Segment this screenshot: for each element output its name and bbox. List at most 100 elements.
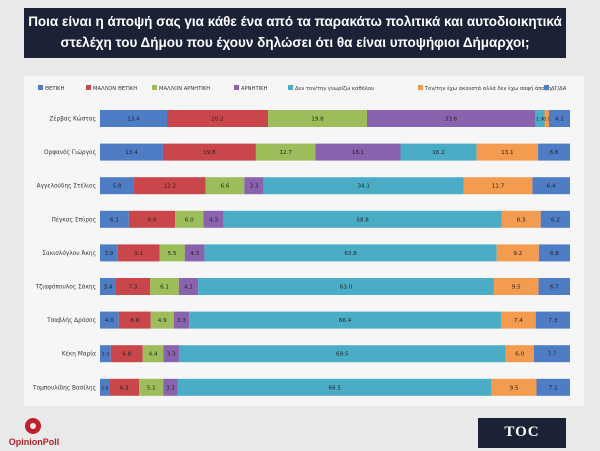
bar-segment: [536, 378, 570, 396]
toc-logo: TOC: [478, 418, 566, 448]
toc-logo-text: TOC: [504, 424, 540, 440]
bar-segment: [538, 244, 570, 262]
bar-segment: [175, 210, 204, 228]
data-label: 1.9: [536, 117, 543, 123]
data-label: 4.3: [209, 217, 218, 223]
data-label: 63.0: [340, 285, 353, 291]
bar-segment: [198, 278, 494, 295]
bar-segment: [255, 143, 316, 161]
data-label: 4.9: [158, 318, 167, 324]
bar-segment: [538, 143, 570, 161]
bar-segment: [178, 278, 199, 295]
bar-segment: [205, 177, 245, 195]
data-label: 6.1: [160, 285, 169, 291]
data-label: 19.8: [311, 117, 324, 123]
data-label: 6.2: [551, 217, 560, 223]
bar-segment: [496, 244, 539, 262]
data-label: 20.2: [211, 117, 223, 123]
data-label: 3.3: [177, 318, 186, 324]
legend-swatch: [234, 85, 239, 90]
bar-segment: [100, 143, 163, 161]
data-label: 7.1: [549, 385, 558, 391]
bar-segment: [100, 278, 116, 295]
data-label: 3.4: [104, 285, 113, 291]
opinionpoll-logo-text: OpinionPoll: [8, 437, 60, 447]
data-label: 6.8: [550, 251, 559, 257]
data-label: 3.3: [250, 184, 259, 190]
data-label: 5.5: [168, 251, 177, 257]
data-label: 6.0: [185, 217, 194, 223]
legend-label: ΜΑΛΛΟΝ ΑΡΝΗΤΙΚΗ: [159, 86, 210, 92]
bar-segment: [315, 143, 401, 161]
legend-label: Δεν τον/την γνωρίζω καθόλου: [295, 85, 374, 92]
bar-segment: [163, 378, 178, 396]
category-label: Τσαβλής Δρόσος: [46, 317, 96, 324]
bar-segment: [538, 278, 570, 295]
bar-segment: [142, 345, 164, 363]
data-label: 0.9: [543, 117, 550, 123]
data-label: 4.2: [555, 117, 564, 123]
data-label: 7.3: [129, 285, 138, 291]
data-label: 66.4: [339, 318, 352, 324]
data-label: 2.3: [102, 352, 109, 358]
data-label: 18.1: [352, 150, 365, 156]
bar-segment: [117, 244, 160, 262]
data-label: 6.4: [547, 184, 556, 190]
opinionpoll-logo: OpinionPoll: [4, 418, 64, 450]
bar-segment: [134, 177, 206, 195]
bar-segment: [501, 210, 541, 228]
data-label: 13.4: [125, 150, 138, 156]
data-label: 11.7: [492, 184, 505, 190]
data-label: 6.8: [550, 150, 559, 156]
bar-segment: [159, 244, 185, 262]
bar-segment: [184, 244, 205, 262]
bar-segment: [167, 110, 268, 127]
bar-segment: [532, 177, 570, 195]
data-label: 69.5: [336, 352, 349, 358]
data-label: 6.8: [122, 352, 131, 358]
data-label: 3.9: [104, 251, 113, 257]
legend-swatch: [288, 85, 293, 90]
category-label: Τζιαφόπουλος Σάκης: [35, 284, 96, 291]
bar-segment: [178, 345, 506, 363]
bar-segment: [500, 311, 536, 329]
bar-segment: [163, 345, 179, 363]
data-label: 8.3: [517, 217, 526, 223]
bar-segment: [150, 278, 179, 295]
stacked-bar-chart: ΘΕΤΙΚΗ ΜΑΛΛΟΝ ΘΕΤΙΚΗ ΜΑΛΛΟΝ ΑΡΝΗΤΙΚΗ ΑΡΝΗΤΙ…: [32, 85, 570, 396]
bar-segment: [505, 345, 534, 363]
bar-segment: [173, 311, 190, 329]
bar-segment: [139, 378, 164, 396]
legend-swatch: [152, 85, 157, 90]
data-label: 34.1: [358, 184, 371, 190]
data-label: 63.8: [344, 251, 357, 257]
bar-segment: [493, 278, 539, 295]
data-label: 6.3: [120, 385, 129, 391]
data-label: 7.4: [514, 318, 523, 324]
bar-segment: [150, 311, 174, 329]
category-label: Ζέρβας Κώστας: [49, 116, 96, 123]
bar-segment: [109, 378, 140, 396]
legend-swatch: [544, 85, 549, 90]
bar-segment: [100, 311, 119, 329]
data-label: 6.6: [221, 184, 230, 190]
category-label: Πέγκας Σπύρος: [51, 216, 96, 223]
data-label: 6.8: [130, 318, 139, 324]
bar-segment: [535, 110, 545, 127]
data-label: 16.2: [432, 150, 444, 156]
bar-segment: [535, 311, 570, 329]
bar-segment: [118, 311, 151, 329]
bar-segment: [162, 143, 256, 161]
bar-segment: [463, 177, 533, 195]
bar-segment: [128, 210, 176, 228]
chart-title-line-2: στελέχη του Δήμου που έχουν δηλώσει ότι …: [60, 35, 530, 50]
legend-label: ΜΑΛΛΟΝ ΘΕΤΙΚΗ: [93, 86, 137, 92]
category-label: Τομπουλίδης Βασίλης: [32, 384, 96, 391]
legend-label: Τον/την έχω ακουστά αλλά δεν έχω σαφή άπ…: [424, 85, 551, 92]
data-label: 4.0: [105, 318, 114, 324]
bar-segment: [491, 378, 537, 396]
data-label: 9.2: [513, 251, 522, 257]
data-label: 6.1: [110, 217, 119, 223]
bar-segment: [110, 345, 143, 363]
bar-segment: [223, 210, 502, 228]
